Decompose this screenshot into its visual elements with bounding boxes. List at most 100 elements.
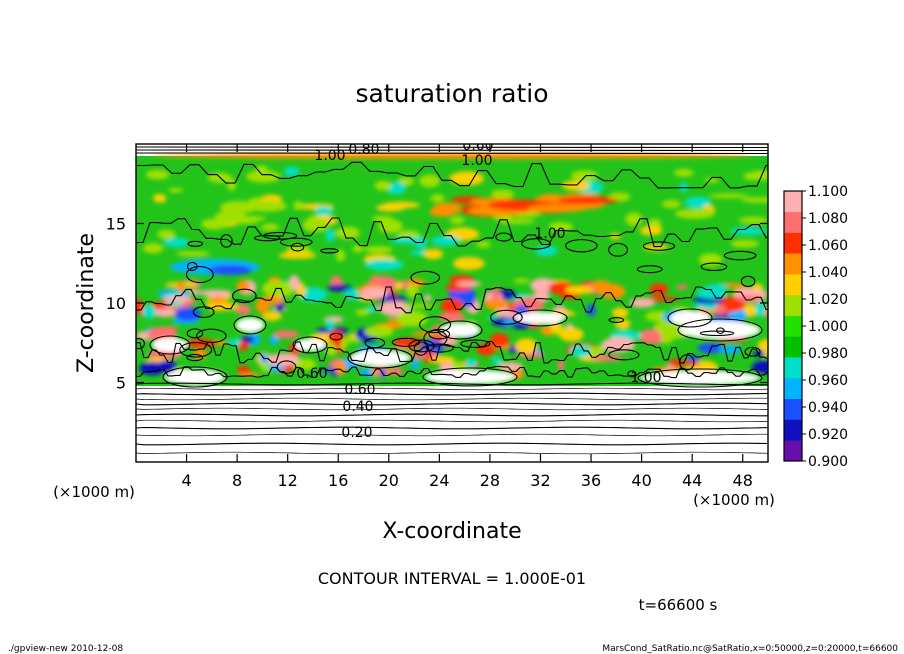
colorbar-swatch — [784, 253, 802, 275]
upper-patch — [490, 189, 514, 199]
colorbar-tick-label: 0.920 — [808, 427, 848, 443]
upper-patch — [709, 193, 749, 199]
mid-patch — [489, 333, 509, 347]
mid-patch — [492, 287, 500, 302]
contour-loop — [490, 309, 523, 325]
x-tick-label: 12 — [278, 471, 298, 490]
mid-patch — [326, 317, 335, 331]
upper-patch — [314, 206, 334, 216]
colorbar-tick-label: 0.940 — [808, 400, 848, 416]
mid-patch — [361, 287, 389, 299]
x-tick-label: 32 — [530, 471, 550, 490]
upper-patch — [278, 252, 317, 259]
contour-loop — [233, 315, 267, 335]
colorbar-tick-label: 1.060 — [808, 238, 848, 254]
contour-loop — [196, 328, 227, 344]
upper-patch — [609, 233, 621, 240]
contour-loop — [637, 368, 763, 388]
colorbar-tick-label: 1.100 — [808, 184, 848, 200]
contour-loop — [565, 239, 598, 253]
upper-patch — [704, 177, 719, 183]
upper-patch — [372, 215, 393, 222]
contour-line — [136, 426, 768, 430]
upper-patch — [157, 229, 176, 240]
contour-loop — [179, 342, 213, 358]
y-axis-unit: (×1000 m) — [53, 483, 135, 501]
mid-patch — [569, 344, 594, 357]
mid-patch — [237, 365, 251, 374]
colorbar-swatch — [784, 419, 802, 441]
upper-patch — [168, 187, 184, 193]
contour-lines — [136, 146, 768, 455]
contour-loop — [320, 248, 339, 254]
contour-loop — [677, 318, 763, 342]
mid-patch — [389, 367, 403, 376]
mid-patch — [423, 294, 432, 301]
colorbar-tick-label: 1.000 — [808, 319, 848, 335]
mid-patch — [437, 312, 466, 322]
mid-patch — [153, 308, 178, 317]
colorbar-swatch — [784, 294, 802, 316]
mid-patch — [335, 360, 347, 376]
colorbar-tick-label: 0.980 — [808, 346, 848, 362]
mid-patch — [174, 307, 202, 322]
mid-patch — [588, 346, 599, 358]
upper-patch — [374, 180, 392, 191]
contour-loop — [716, 327, 725, 334]
mid-patch — [456, 281, 482, 287]
contour-loop — [254, 234, 281, 242]
colorbar-tick-label: 1.020 — [808, 292, 848, 308]
colorbar-swatch — [784, 274, 802, 296]
mid-patch — [513, 278, 530, 284]
mid-patch — [428, 355, 456, 364]
contour-line — [136, 365, 768, 379]
upper-patch — [684, 196, 712, 209]
contour-loop — [426, 343, 454, 353]
mid-patch — [324, 343, 337, 356]
upper-patch — [352, 244, 364, 253]
y-axis-label: Z-coordinate — [74, 233, 99, 373]
x-axis-unit: (×1000 m) — [693, 491, 775, 509]
upper-patch — [260, 223, 280, 231]
contour-loop — [700, 262, 728, 272]
colorbar-swatch — [784, 336, 802, 358]
contour-loop — [413, 341, 429, 356]
white-region — [670, 311, 710, 325]
mid-patch — [600, 284, 626, 299]
contour-loop — [679, 354, 695, 371]
contour-loop — [460, 339, 491, 348]
chart-title: saturation ratio — [355, 79, 548, 108]
mid-patch — [645, 296, 680, 302]
upper-patch — [227, 178, 237, 191]
mid-patch — [714, 305, 727, 315]
white-region — [152, 338, 188, 352]
contour-label: 1.00 — [534, 226, 565, 242]
upper-patch — [570, 170, 598, 181]
x-tick-label: 8 — [232, 471, 242, 490]
upper-patch — [730, 239, 759, 248]
upper-patch — [674, 208, 715, 219]
upper-patch — [382, 201, 420, 209]
white-region — [425, 370, 515, 384]
y-axis-ticks: 5 10 15 — [106, 215, 768, 393]
mid-patch — [752, 283, 763, 292]
upper-patch — [364, 259, 404, 271]
mid-patch — [411, 359, 420, 371]
contour-loop — [627, 370, 637, 378]
upper-patch — [153, 193, 167, 203]
x-tick-label: 24 — [429, 471, 449, 490]
contour-label: 1.00 — [461, 153, 492, 169]
x-tick-label: 4 — [181, 471, 191, 490]
mid-patch — [675, 284, 689, 290]
contour-loop — [187, 240, 204, 247]
contour-loop — [608, 242, 629, 257]
contour-line — [136, 286, 768, 314]
contour-label: 0.60 — [462, 138, 493, 154]
contour-loop — [162, 366, 228, 388]
mid-patch — [557, 359, 565, 371]
mid-patch — [269, 335, 279, 345]
colorbar: 1.100 1.080 1.060 1.040 1.020 1.000 0.980 0.960… — [783, 184, 848, 470]
mid-patch — [142, 304, 157, 319]
contour-loop — [276, 360, 297, 374]
